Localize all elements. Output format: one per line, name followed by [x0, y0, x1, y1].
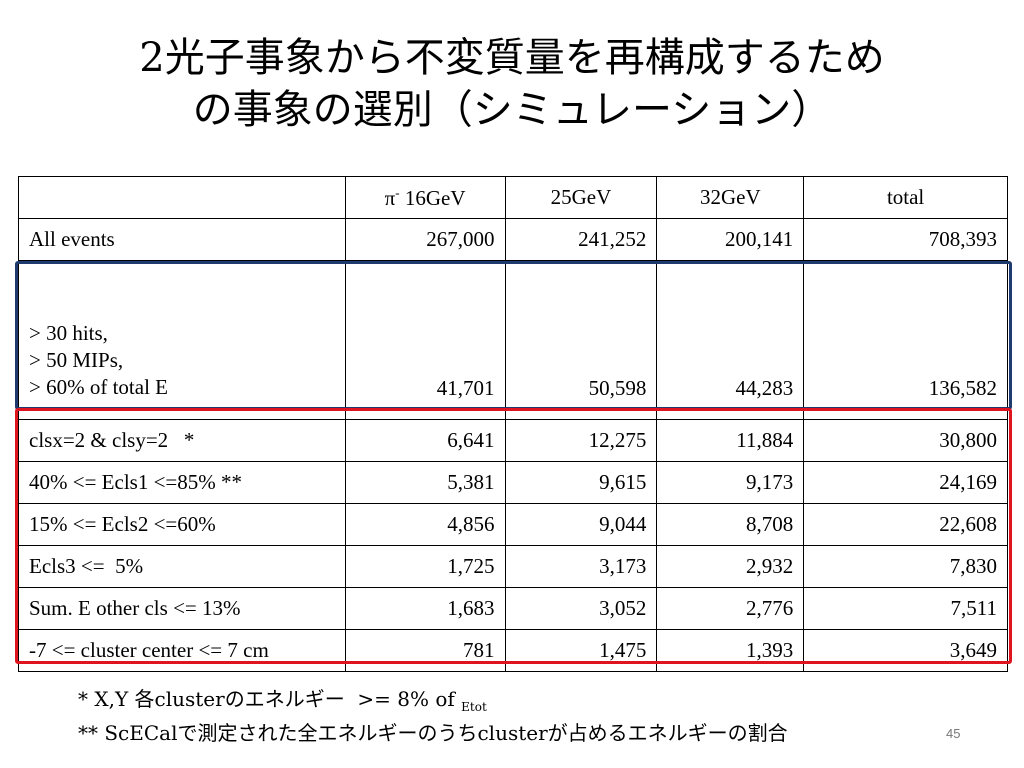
selection-table: π- 16GeV 25GeV 32GeV total All events 26…	[18, 176, 1008, 672]
row-label: 15% <= Ecls2 <=60%	[18, 503, 346, 546]
cell-value: 2,932	[656, 545, 805, 588]
row-label: > 30 hits, > 50 MIPs, > 60% of total E	[18, 260, 346, 420]
cell-value: 6,641	[344, 419, 506, 462]
cell-value: 4,856	[344, 503, 506, 546]
cell-value: 9,044	[504, 503, 658, 546]
cell-value: 1,725	[344, 545, 506, 588]
table-row: 40% <= Ecls1 <=85% ** 5,381 9,615 9,173 …	[18, 461, 1008, 504]
footnote-1-text: * X,Y 各clusterのエネルギー >= 8% of	[78, 687, 462, 711]
table-row: -7 <= cluster center <= 7 cm 781 1,475 1…	[18, 629, 1008, 672]
cell-value: 3,173	[504, 545, 658, 588]
cell-value: 41,701	[344, 260, 506, 420]
cell-value: 3,052	[504, 587, 658, 630]
row-label: 40% <= Ecls1 <=85% **	[18, 461, 346, 504]
header-pi-symbol: π	[384, 185, 396, 210]
footnote-2: ** ScECalで測定された全エネルギーのうちclusterが占めるエネルギー…	[78, 721, 788, 745]
cell-value: 2,776	[656, 587, 805, 630]
header-pi-16gev: π- 16GeV	[344, 176, 506, 219]
row-label-line: > 60% of total E	[29, 375, 168, 399]
row-label-line: > 50 MIPs,	[29, 348, 124, 372]
cell-value: 22,608	[803, 503, 1008, 546]
row-label: Ecls3 <= 5%	[18, 545, 346, 588]
header-total: total	[803, 176, 1008, 219]
cell-value: 11,884	[656, 419, 805, 462]
cell-value: 12,275	[504, 419, 658, 462]
footnotes: * X,Y 各clusterのエネルギー >= 8% of Etot ** Sc…	[78, 686, 788, 746]
row-label: Sum. E other cls <= 13%	[18, 587, 346, 630]
cell-value: 136,582	[803, 260, 1008, 420]
cell-value: 9,173	[656, 461, 805, 504]
table-row: Sum. E other cls <= 13% 1,683 3,052 2,77…	[18, 587, 1008, 630]
cell-value: 3,649	[803, 629, 1008, 672]
cell-value: 5,381	[344, 461, 506, 504]
cell-value: 50,598	[504, 260, 658, 420]
header-empty	[18, 176, 346, 219]
slide-title-line2: の事象の選別（シミュレーション）	[192, 87, 832, 133]
cell-value: 7,511	[803, 587, 1008, 630]
page-number: 45	[946, 726, 961, 741]
footnote-1-subscript: Etot	[461, 700, 487, 714]
table-row: > 30 hits, > 50 MIPs, > 60% of total E 4…	[18, 260, 1008, 420]
cell-value: 708,393	[803, 218, 1008, 261]
row-label: clsx=2 & clsy=2 *	[18, 419, 346, 462]
table-header-row: π- 16GeV 25GeV 32GeV total	[18, 176, 1008, 219]
cell-value: 781	[344, 629, 506, 672]
row-label-line: > 30 hits,	[29, 321, 108, 345]
cell-value: 9,615	[504, 461, 658, 504]
cell-value: 44,283	[656, 260, 805, 420]
table-row: All events 267,000 241,252 200,141 708,3…	[18, 218, 1008, 261]
table-row: clsx=2 & clsy=2 * 6,641 12,275 11,884 30…	[18, 419, 1008, 462]
header-25gev: 25GeV	[504, 176, 658, 219]
slide-title: 2光子事象から不変質量を再構成するため の事象の選別（シミュレーション）	[0, 32, 1024, 136]
row-label: -7 <= cluster center <= 7 cm	[18, 629, 346, 672]
cell-value: 200,141	[656, 218, 805, 261]
cell-value: 1,683	[344, 587, 506, 630]
cell-value: 1,475	[504, 629, 658, 672]
cell-value: 30,800	[803, 419, 1008, 462]
slide-title-line1: 2光子事象から不変質量を再構成するため	[139, 35, 885, 81]
cell-value: 267,000	[344, 218, 506, 261]
cell-value: 24,169	[803, 461, 1008, 504]
cell-value: 7,830	[803, 545, 1008, 588]
row-label: All events	[18, 218, 346, 261]
table-row: Ecls3 <= 5% 1,725 3,173 2,932 7,830	[18, 545, 1008, 588]
header-pi-sup: -	[395, 184, 400, 200]
table-row: 15% <= Ecls2 <=60% 4,856 9,044 8,708 22,…	[18, 503, 1008, 546]
cell-value: 8,708	[656, 503, 805, 546]
header-32gev: 32GeV	[656, 176, 805, 219]
footnote-1: * X,Y 各clusterのエネルギー >= 8% of Etot	[78, 686, 788, 720]
header-16gev: 16GeV	[404, 185, 466, 210]
cell-value: 241,252	[504, 218, 658, 261]
cell-value: 1,393	[656, 629, 805, 672]
